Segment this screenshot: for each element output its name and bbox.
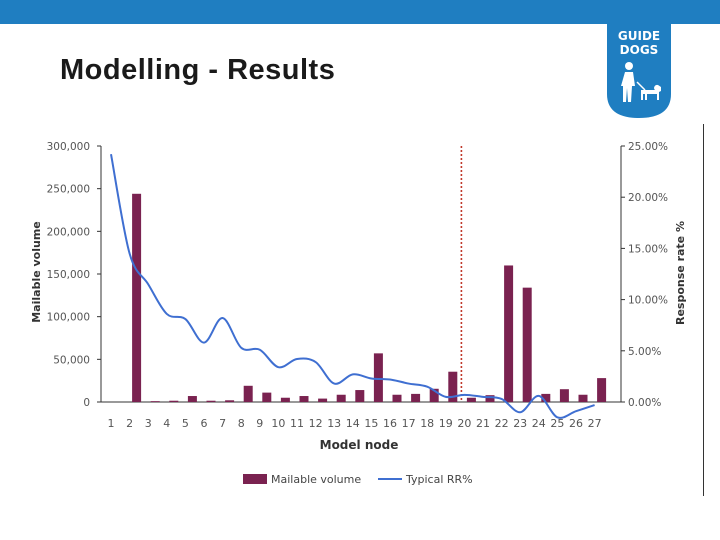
- person-with-dog-icon: [621, 62, 661, 102]
- chart: 0 50,000 100,000 150,000 200,000 250,000 300,0…: [30, 141, 687, 486]
- top-bar: [0, 0, 720, 24]
- y-axis-right-label: Response rate %: [674, 221, 687, 325]
- x-axis-label: Model node: [320, 438, 399, 452]
- bar-node-14: [355, 390, 365, 402]
- x-tick-label: 14: [346, 417, 360, 430]
- y-right-tick-label: 10.00%: [628, 295, 668, 307]
- x-tick-label: 2: [126, 417, 133, 430]
- bar-node-5: [187, 396, 197, 402]
- logo-text-line1: GUIDE: [618, 29, 660, 43]
- bar-node-7: [225, 400, 235, 402]
- bar-node-18: [429, 388, 439, 402]
- bar-node-27: [597, 378, 607, 402]
- bar-node-22: [504, 265, 514, 402]
- x-tick-label: 19: [439, 417, 453, 430]
- bar-node-2: [132, 193, 142, 402]
- bar-node-11: [299, 396, 309, 402]
- x-tick-label: 21: [476, 417, 490, 430]
- bar-node-9: [262, 392, 272, 402]
- bar-node-12: [318, 398, 328, 402]
- x-tick-label: 11: [290, 417, 304, 430]
- bar-node-21: [485, 395, 495, 402]
- y-left-tick-label: 300,000: [47, 141, 90, 153]
- y-left-tick-label: 200,000: [47, 226, 90, 238]
- x-tick-label: 9: [256, 417, 263, 430]
- y-left-tick-label: 50,000: [53, 354, 90, 366]
- y-right-tick-label: 20.00%: [628, 192, 668, 204]
- bar-node-6: [206, 400, 216, 402]
- x-tick-label: 6: [201, 417, 208, 430]
- y-axis-left-label: Mailable volume: [30, 221, 43, 323]
- bar-node-13: [336, 394, 346, 402]
- bar-node-16: [392, 394, 402, 402]
- bar-node-15: [373, 353, 383, 402]
- x-tick-label: 20: [457, 417, 471, 430]
- x-tick-label: 8: [238, 417, 245, 430]
- x-tick-label: 17: [402, 417, 416, 430]
- bar-node-23: [522, 287, 532, 402]
- x-tick-label: 5: [182, 417, 189, 430]
- guide-dogs-logo: GUIDE DOGS: [607, 24, 671, 118]
- y-left-tick-label: 0: [83, 397, 90, 409]
- legend-line-label: Typical RR%: [405, 473, 473, 486]
- x-tick-label: 3: [145, 417, 152, 430]
- bar-node-19: [448, 371, 458, 402]
- legend: Mailable volume Typical RR%: [243, 473, 473, 486]
- x-tick-label: 13: [327, 417, 341, 430]
- bar-node-26: [578, 394, 588, 402]
- bar-node-24: [541, 393, 551, 402]
- x-tick-label: 23: [513, 417, 527, 430]
- y-left-tick-label: 100,000: [47, 312, 90, 324]
- x-tick-label: 22: [495, 417, 509, 430]
- x-tick-label: 7: [219, 417, 226, 430]
- x-tick-label: 15: [364, 417, 378, 430]
- y-right-tick-label: 5.00%: [628, 346, 661, 358]
- y-right-tick-label: 25.00%: [628, 141, 668, 153]
- legend-bar-label: Mailable volume: [271, 473, 361, 486]
- bar-node-4: [169, 400, 179, 402]
- bar-node-10: [280, 397, 290, 402]
- bar-node-17: [411, 393, 421, 402]
- x-tick-label: 25: [550, 417, 564, 430]
- slide-title: Modelling - Results: [60, 54, 336, 86]
- legend-bar-swatch: [243, 474, 267, 484]
- x-tick-label: 16: [383, 417, 397, 430]
- series-line-typical-rr: [110, 154, 595, 419]
- x-tick-label: 10: [271, 417, 285, 430]
- chart-frame-right-edge: [703, 124, 704, 496]
- x-tick-label: 12: [309, 417, 323, 430]
- x-tick-label: 27: [588, 417, 602, 430]
- y-right-tick-label: 15.00%: [628, 243, 668, 255]
- bar-node-25: [559, 389, 569, 402]
- y-left-tick-label: 150,000: [47, 269, 90, 281]
- x-tick-label: 24: [532, 417, 546, 430]
- bar-node-20: [466, 397, 476, 402]
- x-tick-label: 18: [420, 417, 434, 430]
- y-left-tick-label: 250,000: [47, 184, 90, 196]
- logo-text-line2: DOGS: [620, 43, 659, 57]
- bar-node-3: [150, 401, 160, 402]
- x-tick-label: 4: [163, 417, 170, 430]
- x-tick-label: 1: [108, 417, 115, 430]
- bar-node-8: [243, 385, 253, 402]
- x-tick-label: 26: [569, 417, 583, 430]
- y-right-tick-label: 0.00%: [628, 397, 661, 409]
